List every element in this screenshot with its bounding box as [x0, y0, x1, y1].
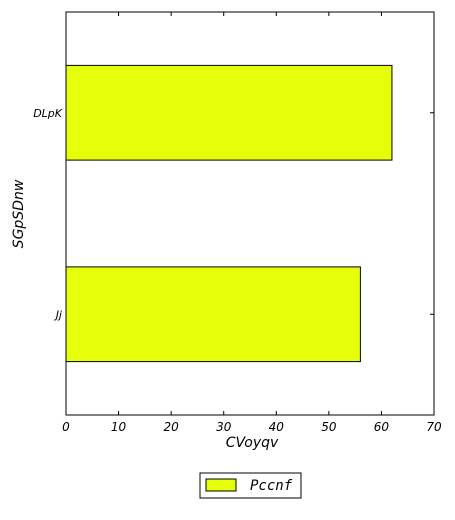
category-labels: Jj DLpK [33, 107, 63, 322]
legend-swatch [206, 479, 236, 491]
x-tick-label-0: 0 [62, 420, 70, 434]
x-tick-label-2: 20 [164, 420, 180, 434]
x-axis-label: CVoyqv [226, 435, 279, 451]
category-label-DLpK: DLpK [33, 107, 63, 120]
bar-Jj [66, 267, 360, 362]
legend: Pccnf [200, 473, 301, 498]
bar-DLpK [66, 65, 392, 160]
x-tick-label-7: 70 [426, 420, 442, 434]
x-tick-label-4: 40 [269, 420, 285, 434]
x-tick-labels: 0 10 20 30 40 50 60 70 [62, 420, 442, 434]
legend-label: Pccnf [250, 478, 293, 494]
x-tick-label-1: 10 [111, 420, 127, 434]
y-axis-label: SGpSDnw [11, 179, 27, 248]
x-tick-label-3: 30 [216, 420, 232, 434]
x-tick-label-5: 50 [321, 420, 337, 434]
x-tick-label-6: 60 [374, 420, 390, 434]
category-label-Jj: Jj [54, 308, 63, 321]
